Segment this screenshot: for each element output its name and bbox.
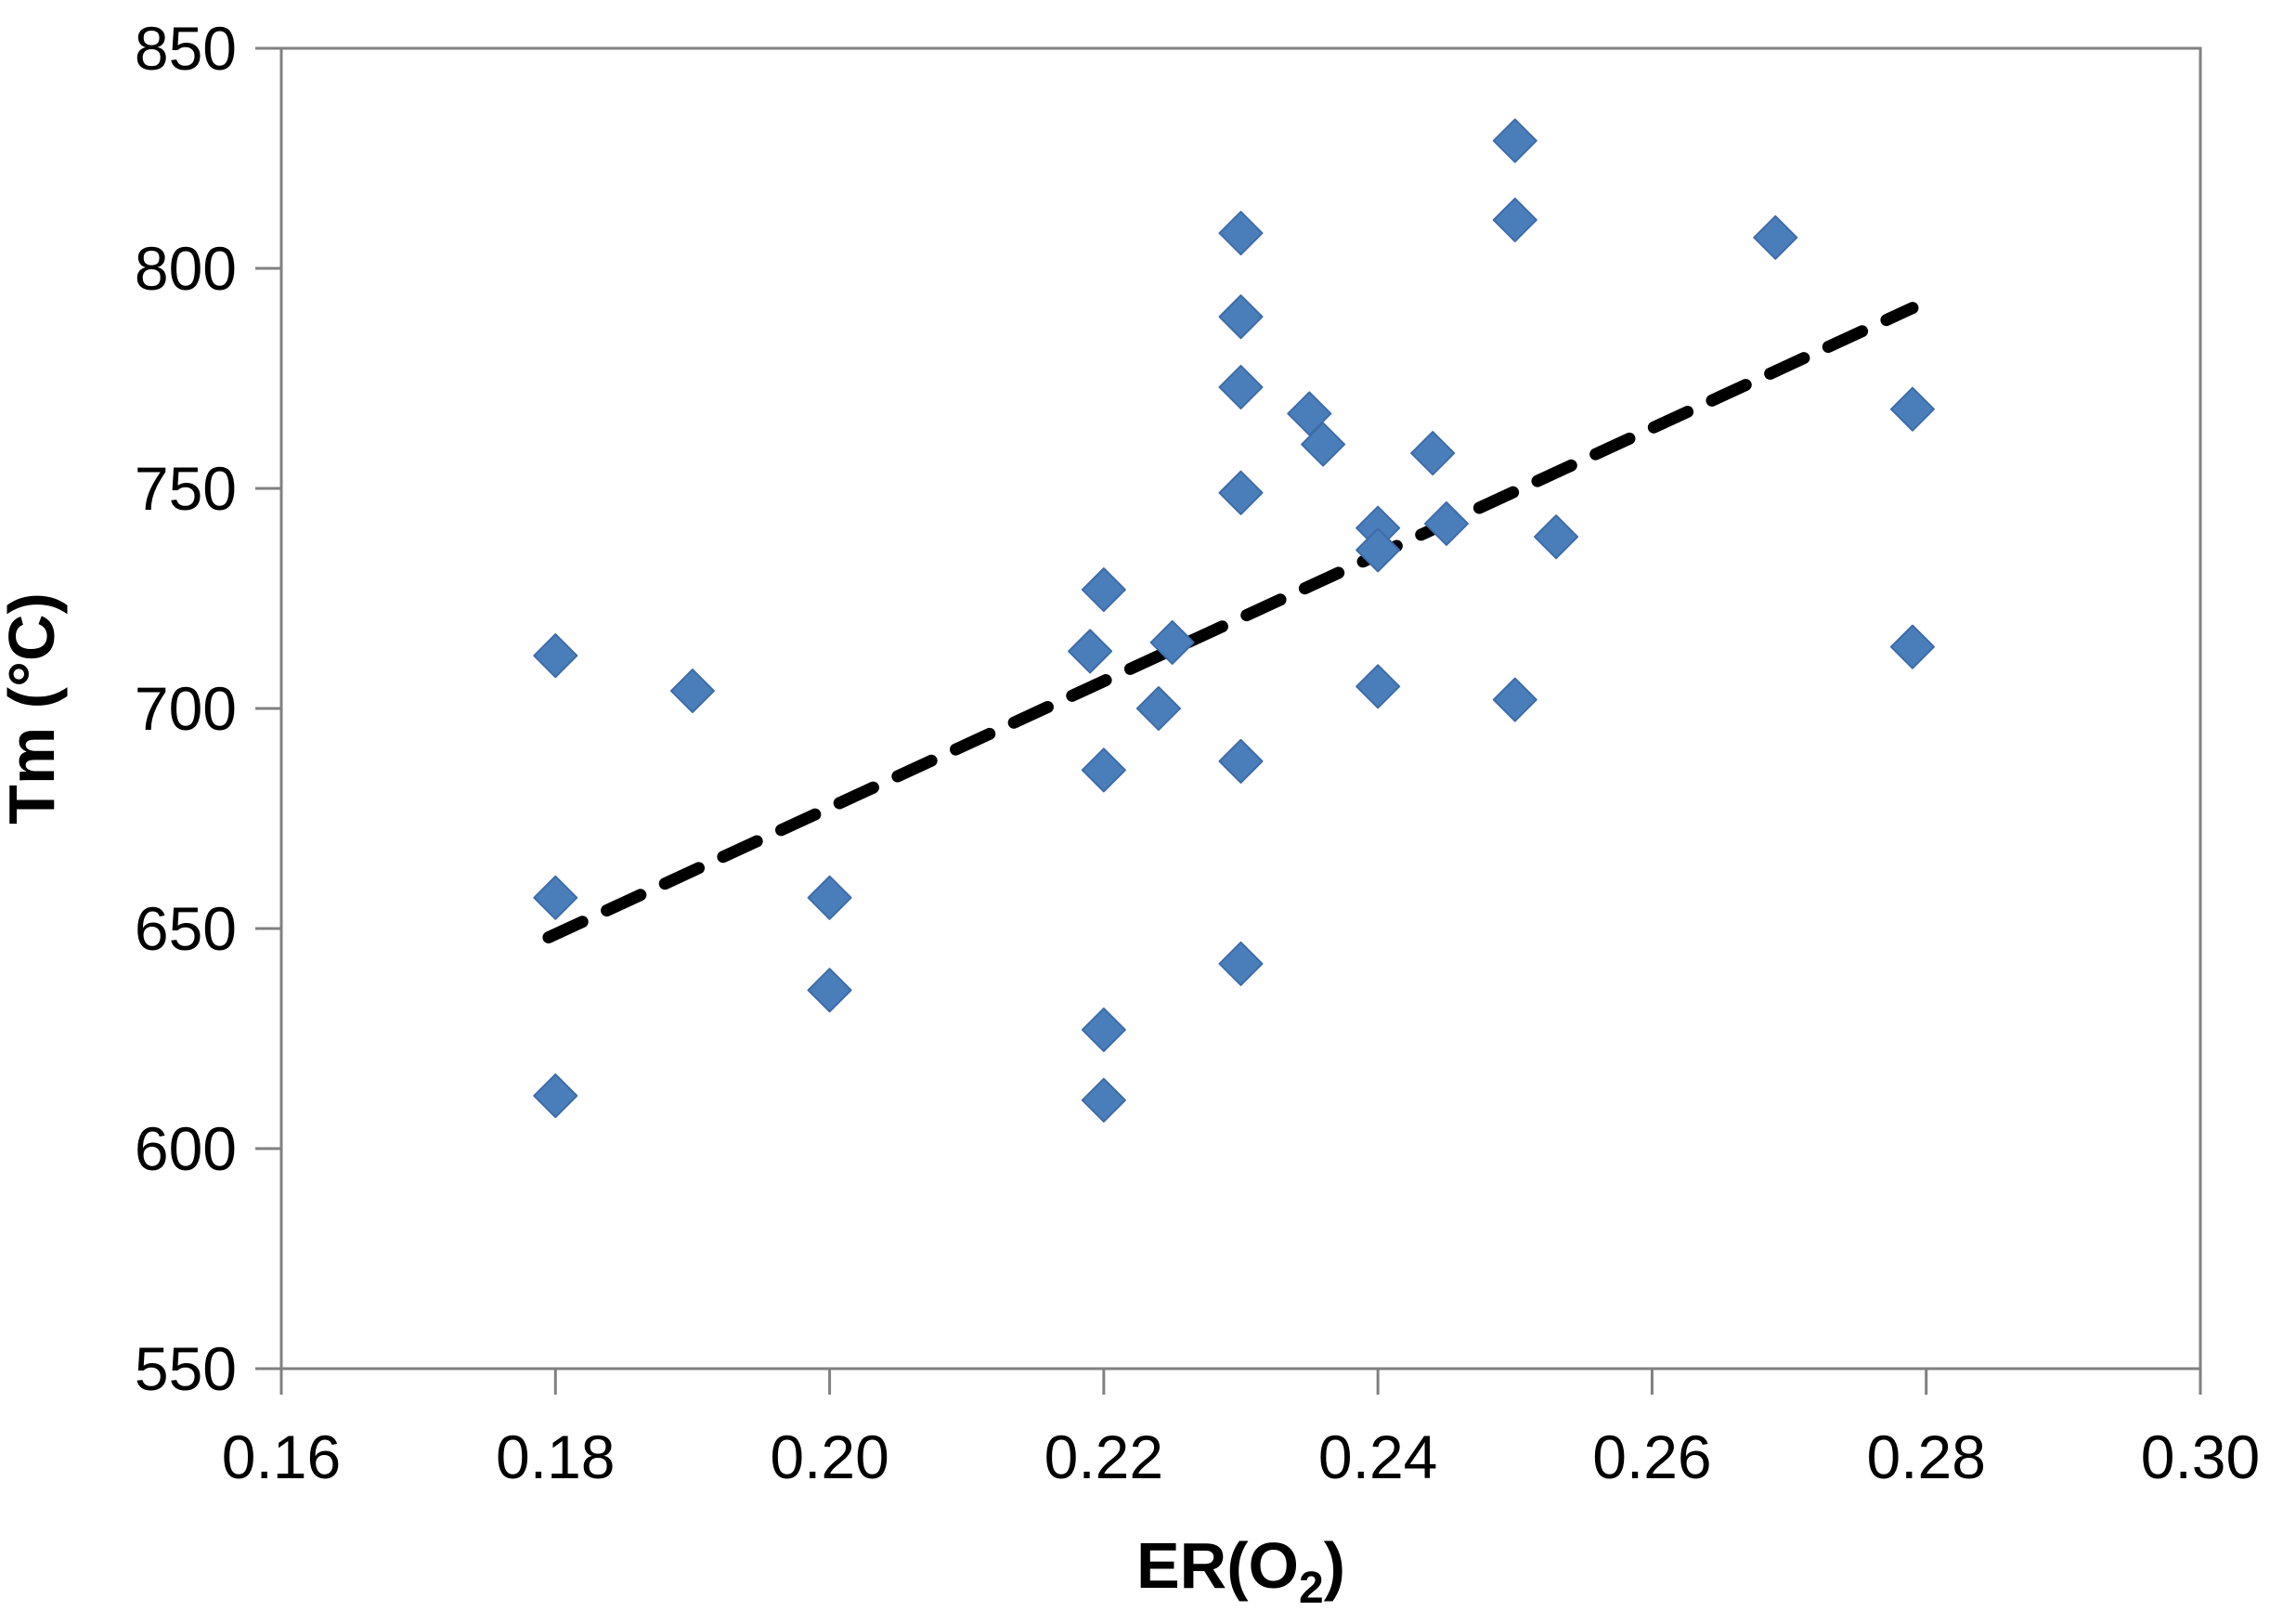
data-point: [1492, 197, 1537, 242]
x-tick-label: 0.24: [1318, 1423, 1437, 1491]
x-axis-tick-labels: 0.16 0.18 0.20 0.22 0.24 0.26 0.28 0.30: [222, 1423, 2260, 1491]
data-point: [1889, 624, 1935, 669]
y-axis-title: Tm (°C): [0, 592, 68, 825]
data-point: [1218, 470, 1264, 515]
data-points: [533, 118, 1935, 1123]
y-tick-label: 800: [135, 234, 237, 303]
y-axis-tick-labels: 550 600 650 700 750 800 850: [135, 14, 237, 1403]
x-tick-label: 0.26: [1592, 1423, 1711, 1491]
data-point: [1356, 527, 1401, 573]
x-tick-label: 0.22: [1044, 1423, 1163, 1491]
x-tick-label: 0.28: [1866, 1423, 1985, 1491]
x-tick-label: 0.16: [222, 1423, 341, 1491]
data-point: [533, 1073, 578, 1119]
data-point: [1356, 664, 1401, 709]
y-tick-label: 700: [135, 674, 237, 743]
x-axis-title-subscript: 2: [1299, 1564, 1324, 1613]
x-axis-title-close: ): [1324, 1529, 1345, 1602]
x-axis-title-main: ER(O: [1136, 1529, 1299, 1602]
data-point: [1492, 118, 1537, 163]
data-point: [1218, 738, 1264, 784]
data-point: [1081, 1077, 1126, 1123]
y-tick-label: 600: [135, 1114, 237, 1183]
y-axis-tick-marks: [255, 46, 281, 1371]
data-point: [1081, 747, 1126, 793]
data-point: [669, 669, 715, 714]
data-point: [1081, 567, 1126, 613]
data-point: [1534, 514, 1579, 560]
data-point: [1410, 431, 1456, 476]
data-point: [1889, 386, 1935, 432]
y-tick-label: 850: [135, 14, 237, 83]
y-tick-label: 550: [135, 1334, 237, 1403]
data-point: [1218, 364, 1264, 409]
data-point: [1218, 941, 1264, 986]
data-point: [1068, 629, 1113, 674]
x-tick-label: 0.20: [770, 1423, 889, 1491]
data-point: [1149, 619, 1195, 665]
x-axis-tick-marks: [279, 1369, 2202, 1395]
data-point: [1287, 391, 1332, 436]
data-point: [533, 633, 578, 679]
x-axis-title: ER(O2): [1136, 1529, 1345, 1613]
data-point: [1218, 211, 1264, 256]
data-point: [1081, 1007, 1126, 1053]
data-point: [533, 875, 578, 920]
data-point: [807, 875, 852, 920]
y-tick-label: 750: [135, 454, 237, 523]
data-point: [1753, 214, 1798, 260]
data-point: [1301, 422, 1346, 467]
data-point: [1423, 500, 1469, 546]
trendline: [542, 302, 1919, 943]
data-point: [1218, 294, 1264, 340]
x-tick-label: 0.30: [2141, 1423, 2260, 1491]
x-tick-label: 0.18: [496, 1423, 615, 1491]
data-point: [1492, 677, 1537, 722]
y-tick-label: 650: [135, 894, 237, 963]
data-point: [1135, 686, 1181, 731]
data-point: [807, 968, 852, 1013]
